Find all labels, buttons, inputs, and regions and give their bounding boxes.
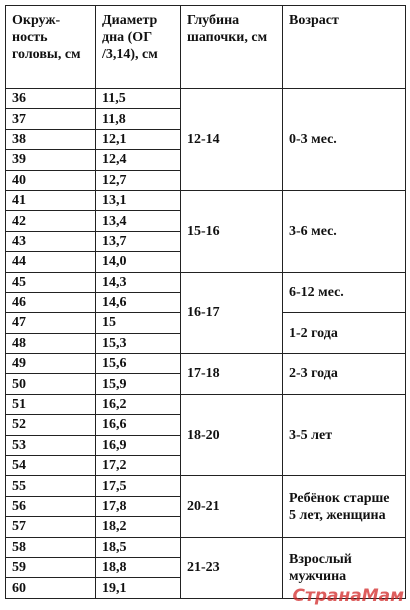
table-cell: 36 [5, 87, 96, 110]
table-cell: 42 [5, 210, 96, 232]
table-cell: 13,7 [95, 230, 181, 253]
table-cell: 54 [5, 455, 96, 477]
table-cell: 14,6 [95, 291, 181, 314]
table-cell: 12-14 [180, 88, 283, 191]
table-cell: 16,9 [95, 434, 181, 457]
table-cell: 21-23 [180, 536, 283, 599]
table-cell: 57 [5, 516, 96, 538]
table-cell: 15,9 [95, 373, 181, 395]
table-row: 60 19,1 [5, 577, 406, 599]
table-cell: 48 [5, 332, 96, 355]
table-row: 50 15,9 [5, 373, 406, 395]
table-row: 44 14,0 [5, 251, 406, 273]
table-row: 42 13,4 [5, 210, 406, 232]
table-cell: 53 [5, 434, 96, 457]
table-cell: 44 [5, 251, 96, 273]
watermark: СтранаМам [292, 586, 404, 606]
table-cell: 16-17 [180, 271, 283, 355]
table-row: 51 16,2 18-20 3-5 лет [5, 393, 406, 477]
table-cell: 38 [5, 128, 96, 151]
table-cell: 11,5 [95, 87, 181, 110]
table-cell: 50 [5, 373, 96, 395]
table-cell: 3-6 мес. [282, 189, 406, 273]
table-cell: 3-5 лет [282, 393, 406, 477]
table-cell: 43 [5, 230, 96, 253]
table-cell: 13,1 [95, 189, 181, 212]
table-row: 41 13,1 15-16 3-6 мес. [5, 189, 406, 273]
header-row: Окруж-ность головы, см Диаметр дна (ОГ /… [5, 5, 406, 89]
table-cell: 13,4 [95, 210, 181, 232]
table-cell: 59 [5, 556, 96, 579]
table-cell: 40 [5, 169, 96, 191]
table-row: 46 14,6 [5, 291, 406, 314]
table-cell: 19,1 [95, 577, 181, 599]
table-cell: 1-2 года [282, 312, 406, 355]
table-cell: 16,6 [95, 414, 181, 436]
table-cell: 6-12 мес. [282, 271, 406, 314]
table-cell: 18,2 [95, 516, 181, 538]
table-cell: 47 [5, 312, 96, 334]
table-cell: 2-3 года [282, 353, 406, 395]
table-cell: 15 [95, 312, 181, 334]
table-cell: 46 [5, 291, 96, 314]
table-cell: 45 [5, 271, 96, 293]
table-cell: 11,8 [95, 108, 181, 130]
table-cell: 0-3 мес. [282, 88, 406, 191]
header-cell: Окруж-ность головы, см [5, 5, 96, 89]
table-cell: 15,3 [95, 332, 181, 355]
table-cell: 14,3 [95, 271, 181, 293]
table-row: 54 17,2 [5, 455, 406, 477]
table-cell: 41 [5, 189, 96, 212]
table-row: 36 11,5 12-14 0-3 мес. [5, 87, 406, 191]
table-cell: 37 [5, 108, 96, 130]
table-cell: 17,2 [95, 455, 181, 477]
table-cell: 18-20 [180, 393, 283, 477]
table-cell: 58 [5, 536, 96, 558]
table-row: 49 15,6 17-18 2-3 года [5, 353, 406, 395]
table-cell: 49 [5, 353, 96, 375]
table-cell: Взрослый мужчина [282, 536, 406, 599]
header-cell: Возраст [282, 5, 406, 89]
table-cell: 51 [5, 393, 96, 416]
size-table: Окруж-ность головы, см Диаметр дна (ОГ /… [5, 5, 406, 599]
table-cell: 16,2 [95, 393, 181, 416]
table-cell: 15-16 [180, 189, 283, 273]
table-cell: Ребёнок старше 5 лет, женщина [282, 475, 406, 538]
table-cell: 18,5 [95, 536, 181, 558]
table-cell: 12,7 [95, 169, 181, 191]
table-cell: 12,4 [95, 149, 181, 171]
table-cell: 60 [5, 577, 96, 599]
table-row: 45 14,3 16-17 6-12 мес. [5, 271, 406, 355]
table-row: 47 15 1-2 года [5, 312, 406, 355]
table-cell: 17-18 [180, 353, 283, 395]
table-cell: 55 [5, 475, 96, 497]
header-cell: Глубина шапочки, см [180, 5, 283, 89]
table-cell: 12,1 [95, 128, 181, 151]
header-cell: Диаметр дна (ОГ /3,14), см [95, 5, 181, 89]
table-cell: 17,8 [95, 495, 181, 518]
table-row: 55 17,5 20-21 Ребёнок старше 5 лет, женщина [5, 475, 406, 538]
table-cell: 15,6 [95, 353, 181, 375]
table-cell: 20-21 [180, 475, 283, 538]
table-cell: 52 [5, 414, 96, 436]
table-cell: 14,0 [95, 251, 181, 273]
table-cell: 39 [5, 149, 96, 171]
table-body: 36 11,5 12-14 0-3 мес. 37 11,8 38 12,1 39 12,4 40 1… [5, 87, 406, 599]
table-row: 57 18,2 [5, 516, 406, 538]
table-row: 39 12,4 [5, 149, 406, 171]
table-cell: 18,8 [95, 556, 181, 579]
table-cell: 17,5 [95, 475, 181, 497]
table-row: 58 18,5 21-23 Взрослый мужчина [5, 536, 406, 599]
table-cell: 56 [5, 495, 96, 518]
table-row: 59 18,8 [5, 556, 406, 579]
